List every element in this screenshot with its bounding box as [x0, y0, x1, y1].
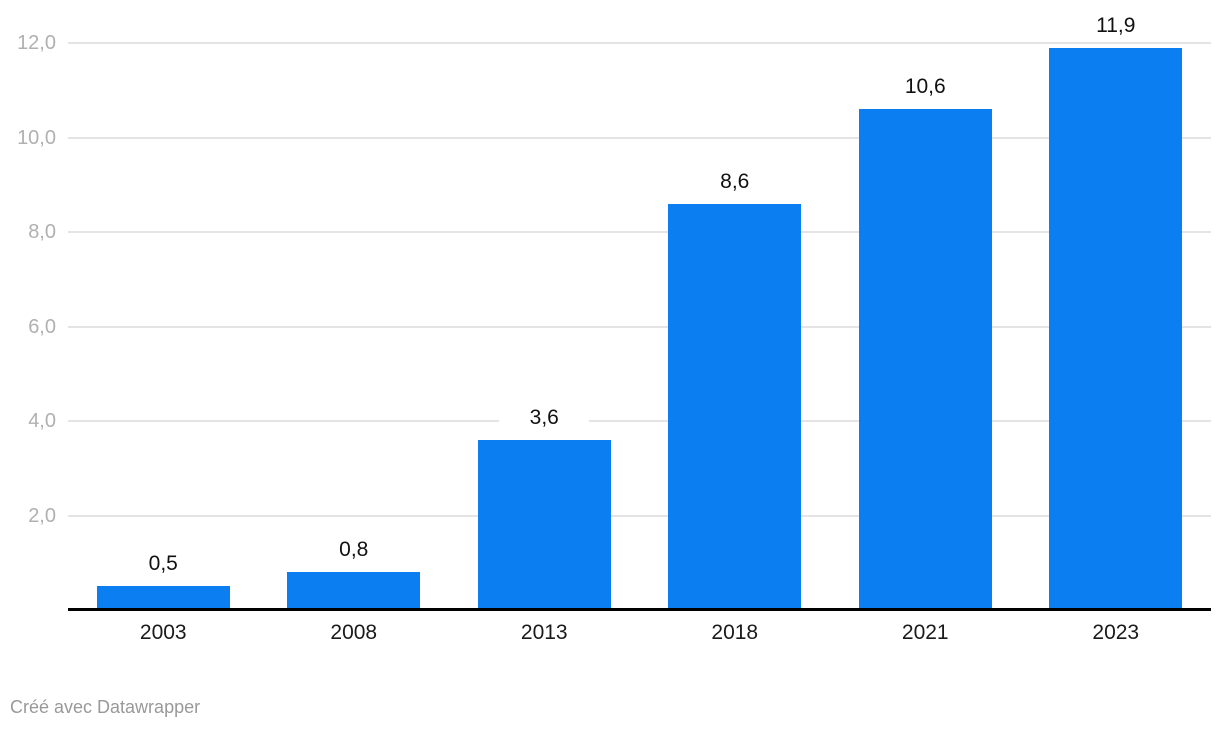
bar-2023: [1049, 47, 1183, 610]
value-label-2018: 8,6: [689, 168, 780, 195]
y-axis-tick-label: 6,0: [28, 315, 56, 338]
y-axis-tick-label: 8,0: [28, 221, 56, 243]
y-axis-tick-label: 2,0: [28, 504, 56, 527]
gridline-y-2,0: [68, 514, 1211, 517]
x-axis-line: [68, 608, 1211, 611]
bar-2021: [858, 109, 992, 610]
y-axis-tick-label: 4,0: [28, 410, 56, 432]
x-axis-tick-label-2018: 2018: [711, 621, 759, 644]
x-axis-tick-label-2008: 2008: [330, 621, 378, 644]
gridline-y-12,0: [68, 42, 1211, 44]
bar-2018: [668, 203, 802, 610]
gridline-y-4,0: [68, 420, 1211, 422]
value-label-2013: 3,6: [499, 404, 590, 431]
bar-2013: [477, 439, 611, 610]
value-label-2021: 10,6: [880, 74, 971, 101]
x-axis-tick-label-2003: 2003: [139, 621, 187, 644]
bar-2003: [96, 586, 230, 610]
bar-2008: [287, 572, 421, 610]
gridline-y-10,0: [68, 136, 1211, 139]
value-label-2023: 11,9: [1070, 12, 1161, 39]
gridline-y-8,0: [68, 231, 1211, 233]
y-axis-tick-label: 10,0: [17, 126, 56, 149]
chart-credit: Créé avec Datawrapper: [10, 697, 201, 717]
y-axis-tick-label: 12,0: [17, 32, 56, 54]
x-axis-tick-label-2023: 2023: [1092, 621, 1140, 644]
x-axis-tick-label-2021: 2021: [901, 621, 949, 644]
value-label-2003: 0,5: [118, 551, 209, 578]
value-label-2008: 0,8: [308, 537, 399, 564]
x-axis-tick-label-2013: 2013: [520, 621, 568, 644]
gridline-y-6,0: [68, 325, 1211, 328]
